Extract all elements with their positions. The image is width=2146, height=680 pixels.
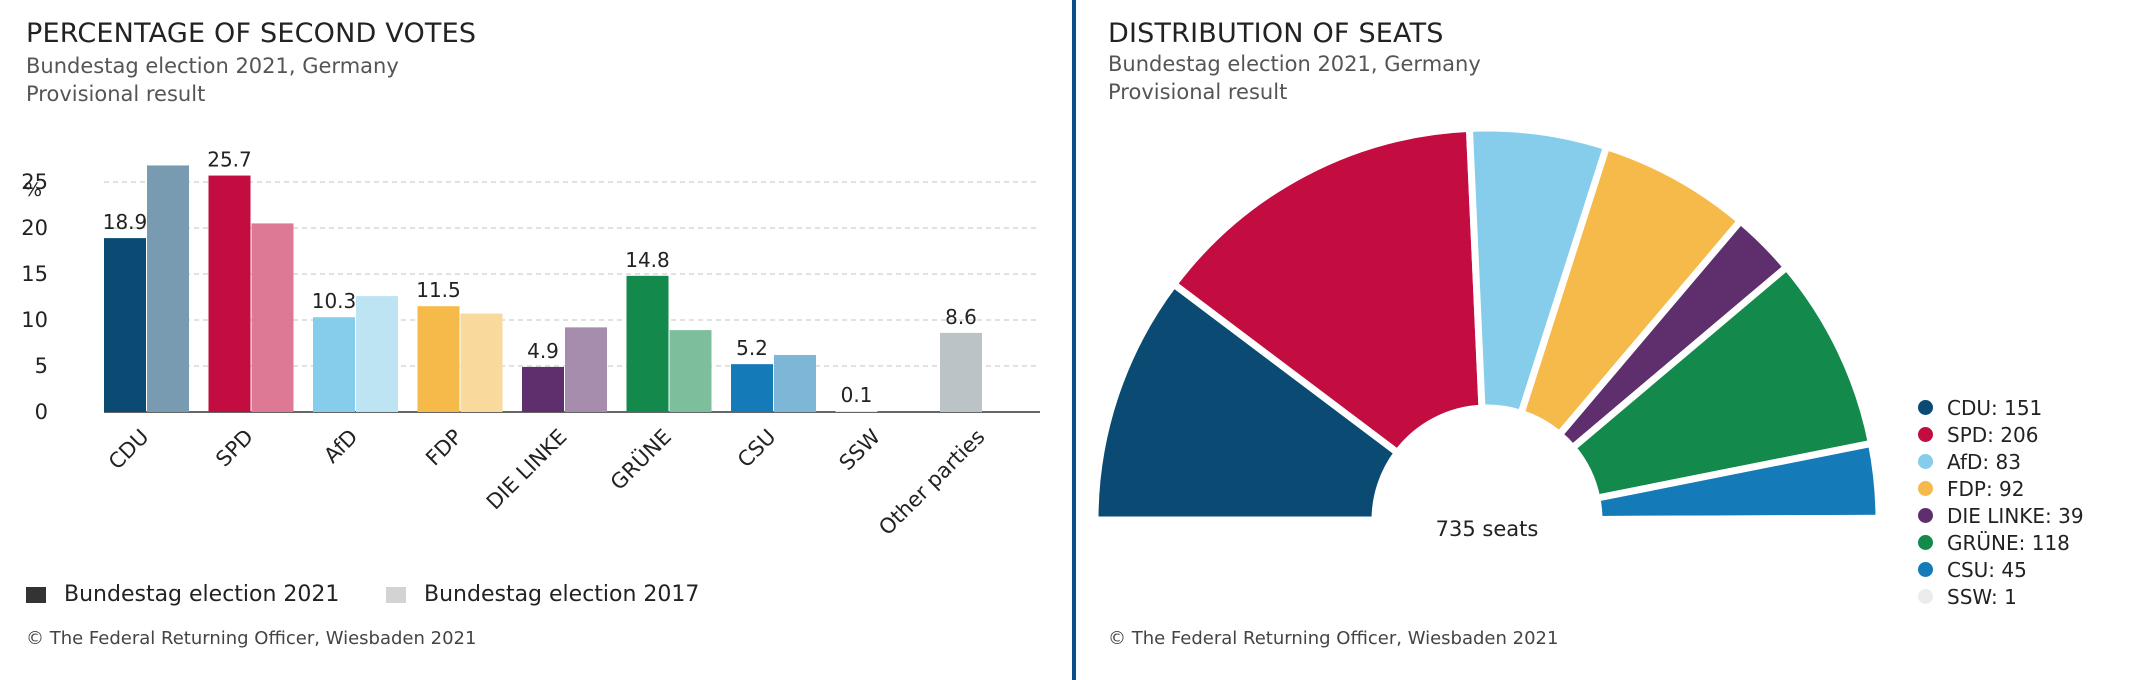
data-label-afd: 10.3 — [312, 289, 357, 313]
legend-label-fdp: FDP: 92 — [1947, 476, 2025, 501]
data-label-cdu: 18.9 — [103, 210, 148, 234]
legend-swatch-2017 — [386, 586, 406, 603]
legend-swatch-2021 — [26, 586, 46, 603]
seats-legend-item-spd: SPD: 206 — [1918, 421, 2084, 448]
seats-subtitle: Bundestag election 2021, Germany — [1108, 52, 1481, 76]
data-label-gruene: 14.8 — [625, 248, 670, 272]
legend-dot-ssw — [1918, 589, 1933, 604]
y-tick-label: 20 — [21, 216, 48, 240]
seats-semicircle-chart: 735 seats — [1091, 124, 1883, 541]
y-tick-label: 5 — [35, 354, 48, 378]
bar-2021-spd — [208, 175, 251, 412]
seats-legend-item-die-linke: DIE LINKE: 39 — [1918, 502, 2084, 529]
seats-legend-item-ssw: SSW: 1 — [1918, 583, 2084, 610]
y-tick-label: 25 — [21, 170, 48, 194]
bar-2021-afd — [313, 317, 355, 412]
bar-2021-cdu — [104, 238, 146, 412]
legend-label-die-linke: DIE LINKE: 39 — [1947, 503, 2084, 528]
legend-label-csu: CSU: 45 — [1947, 557, 2027, 582]
legend-item-2021: Bundestag election 2021 — [26, 582, 339, 607]
y-tick-label: 0 — [35, 400, 48, 424]
category-label-die-linke: DIE LINKE — [482, 425, 572, 515]
bar-2017-csu — [774, 354, 816, 412]
y-tick-label: 10 — [21, 308, 48, 332]
seats-legend-item-afd: AfD: 83 — [1918, 448, 2084, 475]
data-label-ssw: 0.1 — [841, 383, 873, 407]
votes-subtitle: Bundestag election 2021, Germany — [26, 54, 399, 78]
bar-2021-die-linke — [522, 366, 564, 412]
legend-dot-die-linke — [1918, 508, 1933, 523]
seats-legend-item-gruene: GRÜNE: 118 — [1918, 529, 2084, 556]
bar-2021-fdp — [417, 306, 460, 412]
legend-label-spd: SPD: 206 — [1947, 422, 2039, 447]
data-label-other-parties: 8.6 — [945, 305, 977, 329]
data-label-fdp: 11.5 — [416, 278, 461, 302]
legend-label-gruene: GRÜNE: 118 — [1947, 530, 2070, 555]
bar-2021-other-parties — [940, 332, 982, 412]
legend-label-2017: Bundestag election 2017 — [424, 582, 700, 607]
votes-panel: PERCENTAGE OF SECOND VOTES Bundestag ele… — [0, 0, 1072, 680]
seats-footer: © The Federal Returning Officer, Wiesbad… — [1108, 628, 1559, 649]
legend-label-ssw: SSW: 1 — [1947, 584, 2017, 609]
legend-dot-gruene — [1918, 535, 1933, 550]
bar-2021-gruene — [626, 275, 669, 412]
votes-title: PERCENTAGE OF SECOND VOTES — [26, 18, 477, 49]
legend-label-afd: AfD: 83 — [1947, 449, 2021, 474]
bar-2021-ssw — [835, 411, 878, 412]
category-label-csu: CSU — [733, 425, 781, 473]
votes-footer: © The Federal Returning Officer, Wiesbad… — [26, 628, 477, 649]
data-label-die-linke: 4.9 — [527, 339, 559, 363]
bar-2017-afd — [356, 296, 398, 412]
legend-dot-fdp — [1918, 481, 1933, 496]
seats-panel: DISTRIBUTION OF SEATS Bundestag election… — [1078, 0, 2146, 680]
bar-2017-spd — [251, 223, 294, 412]
category-label-other-parties: Other parties — [874, 425, 989, 540]
legend-item-2017: Bundestag election 2017 — [386, 582, 699, 607]
seats-title: DISTRIBUTION OF SEATS — [1108, 18, 1444, 49]
bar-2017-cdu — [147, 165, 189, 412]
bar-2017-fdp — [460, 313, 503, 412]
bar-2017-die-linke — [565, 327, 607, 412]
seat-segment-fdp — [1516, 142, 1746, 440]
seats-subtitle-result: Provisional result — [1108, 80, 1288, 104]
seats-total-label: 735 seats — [1436, 517, 1539, 541]
category-label-cdu: CDU — [104, 425, 154, 475]
seat-segment-cdu — [1091, 279, 1403, 524]
legend-dot-csu — [1918, 562, 1933, 577]
panel-divider — [1072, 0, 1076, 680]
bar-2017-gruene — [669, 330, 712, 412]
legend-dot-afd — [1918, 454, 1933, 469]
bar-2021-csu — [731, 364, 773, 412]
category-label-ssw: SSW — [835, 424, 886, 475]
category-label-afd: AfD — [319, 425, 362, 468]
legend-label-2021: Bundestag election 2021 — [64, 582, 340, 607]
y-tick-label: 15 — [21, 262, 48, 286]
votes-subtitle-result: Provisional result — [26, 82, 206, 106]
category-label-fdp: FDP — [421, 425, 467, 471]
seats-legend: CDU: 151 SPD: 206 AfD: 83 FDP: 92 DIE LINKE:… — [1918, 394, 2084, 610]
seats-legend-item-csu: CSU: 45 — [1918, 556, 2084, 583]
data-label-spd: 25.7 — [207, 148, 252, 172]
seats-legend-item-fdp: FDP: 92 — [1918, 475, 2084, 502]
category-label-gruene: GRÜNE — [605, 424, 676, 495]
seats-legend-item-cdu: CDU: 151 — [1918, 394, 2084, 421]
category-label-spd: SPD — [211, 425, 258, 472]
seat-segment-ssw — [1595, 514, 1883, 524]
legend-dot-cdu — [1918, 400, 1933, 415]
seat-segment-gruene — [1567, 262, 1876, 503]
votes-bar-chart: 0 5 10 15 20 25% 18.9 CDU 25.7 SPD 10.3 AfD 11.5 FDP 4… — [21, 148, 1040, 540]
legend-dot-spd — [1918, 427, 1933, 442]
y-axis-unit-label: % — [24, 179, 42, 201]
seat-segment-spd — [1168, 124, 1486, 458]
data-label-csu: 5.2 — [736, 336, 768, 360]
legend-label-cdu: CDU: 151 — [1947, 395, 2043, 420]
